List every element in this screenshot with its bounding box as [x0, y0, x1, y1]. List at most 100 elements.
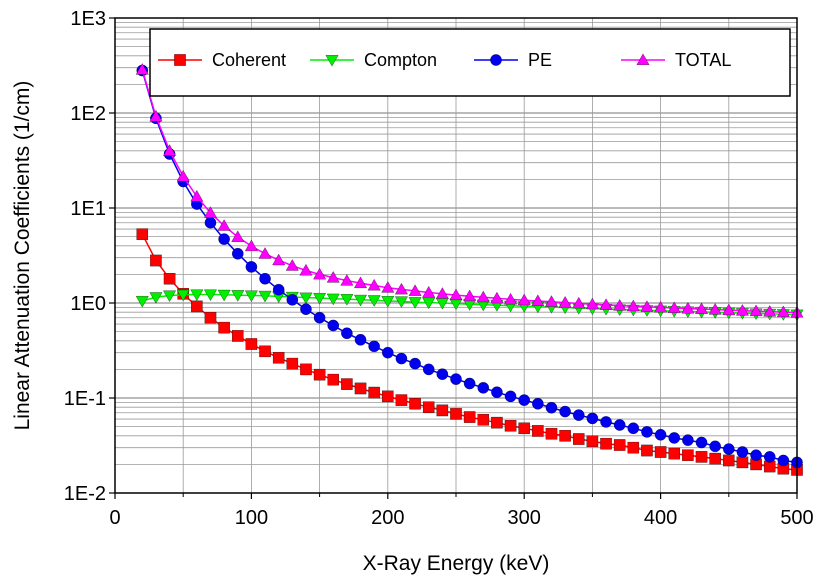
data-point-pe [409, 357, 421, 370]
data-point-coherent [613, 439, 626, 451]
data-point-pe [654, 429, 667, 441]
data-point-total [763, 305, 777, 317]
legend-marker-coherent [174, 54, 186, 66]
data-point-compton [326, 293, 340, 306]
data-point-pe [382, 346, 394, 359]
data-point-compton [204, 289, 217, 301]
data-point-total [272, 253, 286, 266]
data-point-coherent [682, 449, 694, 461]
data-point-coherent [300, 363, 312, 376]
data-point-compton [217, 289, 231, 302]
data-point-coherent [327, 373, 339, 386]
data-point-total [572, 296, 586, 309]
data-point-total [722, 303, 736, 316]
data-point-total [640, 300, 654, 312]
data-point-coherent [518, 422, 530, 435]
data-point-pe [450, 373, 462, 385]
data-point-pe [750, 449, 762, 461]
x-tick-label: 200 [371, 507, 404, 529]
data-point-coherent [136, 228, 149, 240]
data-point-pe [491, 386, 503, 398]
data-point-total [326, 271, 340, 283]
data-point-total [695, 302, 708, 314]
axis-ticks: 1E-2 1E-1 1E0 1E1 1E2 1E3 0 100 200 300 400 500 [64, 8, 814, 529]
data-point-compton [163, 290, 176, 302]
data-point-coherent [709, 452, 721, 465]
data-point-coherent [463, 411, 476, 423]
data-point-pe [573, 409, 585, 421]
data-point-compton [408, 297, 422, 309]
data-point-coherent [450, 408, 462, 420]
data-point-coherent [382, 390, 394, 403]
data-point-compton [190, 289, 204, 301]
data-point-pe [368, 340, 380, 353]
data-point-pe [504, 390, 517, 403]
data-point-total [258, 247, 272, 259]
data-point-total [613, 299, 627, 311]
data-point-compton [149, 292, 163, 304]
data-point-total [217, 219, 231, 231]
data-point-coherent [504, 420, 517, 432]
data-point-compton [340, 294, 354, 306]
legend-marker-total [636, 53, 650, 65]
data-point-total [504, 292, 517, 305]
data-point-pe [586, 412, 599, 425]
legend-marker-pe [490, 54, 502, 66]
data-point-total [285, 259, 299, 271]
y-tick-label: 1E2 [70, 103, 106, 125]
data-point-coherent [409, 397, 421, 410]
data-point-coherent [232, 330, 244, 342]
legend-label-total: TOTAL [675, 50, 731, 70]
data-point-pe [777, 454, 790, 467]
data-point-total [736, 304, 749, 316]
data-point-pe [736, 446, 749, 458]
x-tick-label: 500 [780, 507, 813, 529]
series-layer [135, 63, 804, 476]
data-point-total [408, 284, 422, 296]
data-point-total [667, 301, 681, 313]
data-point-coherent [341, 378, 353, 390]
data-point-total [517, 293, 531, 306]
y-tick-label: 1E-2 [64, 483, 106, 505]
data-point-coherent [573, 433, 585, 445]
data-point-coherent [368, 386, 380, 399]
data-point-coherent [736, 456, 749, 469]
data-point-total [244, 239, 258, 252]
data-point-pe [286, 294, 299, 306]
data-point-total [476, 290, 490, 303]
data-point-coherent [286, 357, 299, 370]
data-point-coherent [245, 338, 258, 350]
data-point-pe [395, 352, 408, 365]
data-point-compton [313, 293, 327, 305]
data-point-total [531, 294, 545, 306]
data-point-pe [232, 247, 244, 260]
data-point-pe [545, 401, 558, 414]
series-coherent [136, 228, 803, 476]
data-point-compton [258, 290, 272, 303]
data-point-total [654, 300, 668, 313]
legend: Coherent Compton PE TOTAL [149, 28, 791, 97]
data-point-pe [354, 334, 367, 346]
data-point-total [190, 190, 204, 202]
data-point-pe [327, 319, 339, 332]
data-point-pe [518, 394, 530, 406]
x-tick-label: 100 [235, 507, 268, 529]
series-total [135, 63, 804, 318]
data-point-coherent [545, 428, 558, 440]
data-point-coherent [163, 272, 176, 285]
data-point-coherent [150, 254, 162, 267]
data-point-total [299, 264, 313, 276]
data-point-compton [395, 296, 408, 308]
x-axis-title: X-Ray Energy (keV) [363, 552, 550, 575]
grid-lines [115, 18, 797, 494]
data-point-coherent [695, 451, 708, 463]
data-point-compton [422, 297, 436, 310]
data-point-total [558, 296, 572, 308]
data-point-pe [341, 327, 353, 340]
data-point-pe [641, 426, 653, 438]
data-point-total [354, 276, 367, 289]
data-point-pe [763, 451, 776, 463]
data-point-total [381, 281, 395, 293]
data-point-pe [723, 443, 735, 455]
